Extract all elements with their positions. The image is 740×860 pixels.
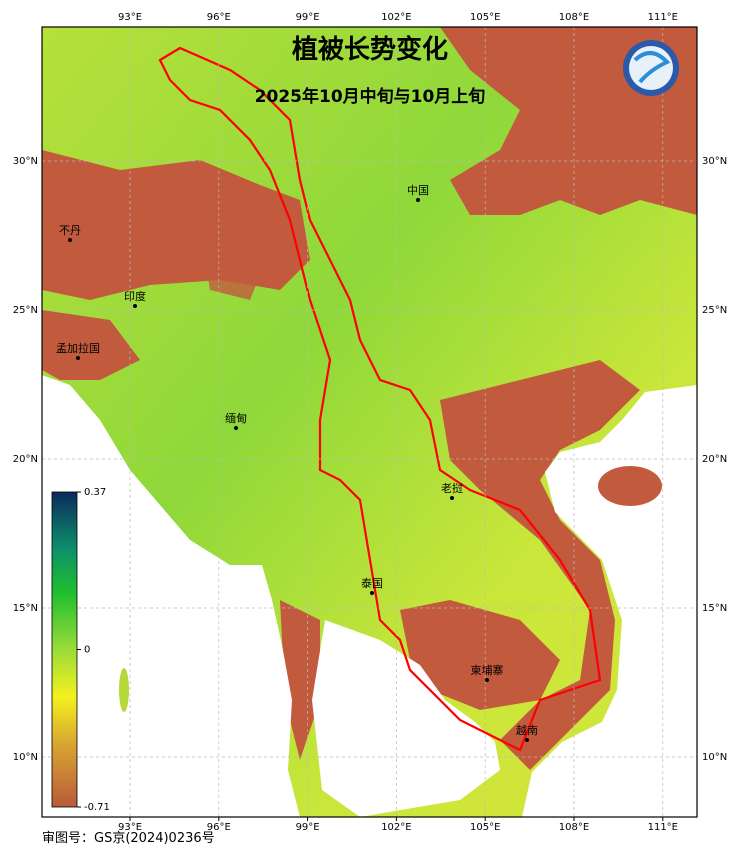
- lon-label: 96°E: [207, 12, 231, 23]
- lon-label: 105°E: [470, 822, 500, 833]
- place-dot: [76, 356, 80, 360]
- lon-label: 99°E: [296, 822, 320, 833]
- lat-label: 20°N: [13, 454, 38, 465]
- footer: 审图号：GS京(2024)0236号: [42, 831, 215, 846]
- map-body: [42, 27, 697, 817]
- lat-label: 10°N: [13, 752, 38, 763]
- title: 植被长势变化: [292, 34, 448, 65]
- place-dot: [485, 678, 489, 682]
- lon-label: 105°E: [470, 12, 500, 23]
- decline-areas: [42, 27, 697, 770]
- lat-label: 30°N: [702, 156, 727, 167]
- lon-label: 96°E: [207, 822, 231, 833]
- lon-label: 108°E: [559, 822, 589, 833]
- lat-label: 10°N: [702, 752, 727, 763]
- lat-label: 30°N: [13, 156, 38, 167]
- place-dot: [234, 426, 238, 430]
- colorbar-label: 0: [84, 645, 90, 656]
- place-label: 印度: [124, 289, 146, 303]
- hainan: [598, 466, 662, 506]
- lon-label: 93°E: [118, 822, 142, 833]
- place-dot: [416, 198, 420, 202]
- lon-label: 108°E: [559, 12, 589, 23]
- place-dot: [450, 496, 454, 500]
- lat-label: 20°N: [702, 454, 727, 465]
- logo: [623, 40, 679, 96]
- place-dot: [525, 738, 529, 742]
- basin-boundary: [158, 46, 602, 752]
- lon-label: 111°E: [648, 12, 678, 23]
- lon-label: 102°E: [381, 12, 411, 23]
- place-label: 老挝: [441, 481, 463, 495]
- lat-label: 15°N: [13, 603, 38, 614]
- place-label: 柬埔寨: [471, 663, 504, 677]
- andaman: [119, 668, 129, 712]
- place-dot: [133, 304, 137, 308]
- place-label: 中国: [407, 184, 429, 197]
- place-label: 越南: [516, 723, 538, 737]
- place-dot: [68, 238, 72, 242]
- lat-label: 25°N: [13, 305, 38, 316]
- place-dot: [370, 591, 374, 595]
- lon-label: 93°E: [118, 12, 142, 23]
- colorbar-label: -0.71: [84, 802, 110, 813]
- lon-label: 111°E: [648, 822, 678, 833]
- place-label: 泰国: [361, 576, 383, 590]
- colorbar: [51, 491, 78, 808]
- lat-label: 25°N: [702, 305, 727, 316]
- place-label: 不丹: [59, 224, 81, 237]
- map-frame: [41, 26, 698, 818]
- subtitle: 2025年10月中旬与10月上旬: [255, 86, 486, 107]
- lat-label: 15°N: [702, 603, 727, 614]
- lon-label: 99°E: [296, 12, 320, 23]
- place-label: 孟加拉国: [56, 341, 100, 355]
- colorbar-label: 0.37: [84, 487, 106, 498]
- graticule: [42, 27, 697, 817]
- place-label: 缅甸: [225, 411, 247, 425]
- lon-label: 102°E: [381, 822, 411, 833]
